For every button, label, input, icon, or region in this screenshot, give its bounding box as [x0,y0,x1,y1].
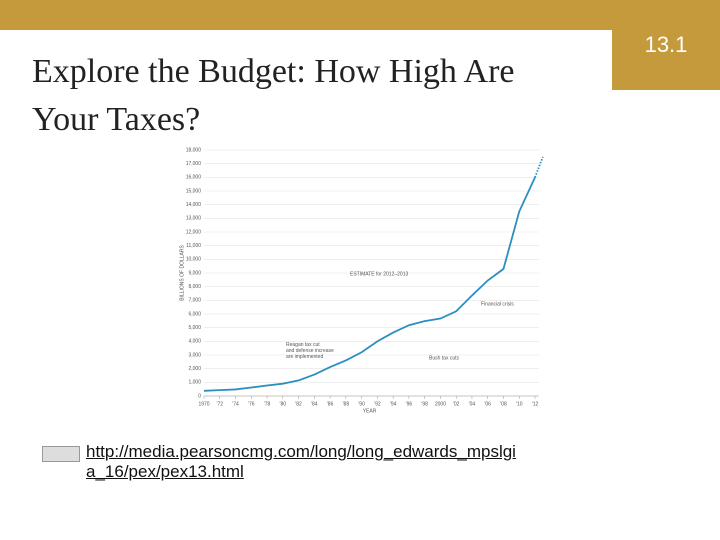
y-tick-label: 16,000 [186,175,202,181]
section-box: 13.1 [612,0,720,90]
x-tick-label: '82 [295,401,302,407]
y-tick-label: 0 [198,393,201,399]
x-tick-label: '72 [216,401,223,407]
y-tick-label: 15,000 [186,188,202,194]
y-tick-label: 17,000 [186,161,202,167]
section-number: 13.1 [644,32,688,57]
x-tick-label: '90 [358,401,365,407]
y-tick-label: 5,000 [188,325,201,331]
top-bar [0,0,720,30]
y-tick-label: 8,000 [188,284,201,290]
y-tick-label: 2,000 [188,366,201,372]
y-tick-label: 6,000 [188,311,201,317]
x-tick-label: '94 [390,401,397,407]
x-tick-label: '08 [500,401,507,407]
slide-title: Explore the Budget: How High Are Your Tax… [32,48,515,144]
y-tick-label: 10,000 [186,257,202,263]
x-tick-label: '74 [232,401,239,407]
x-tick-label: '02 [453,401,460,407]
x-tick-label: '10 [516,401,523,407]
y-tick-label: 7,000 [188,298,201,304]
x-tick-label: 2000 [435,401,446,407]
annotation: Financial crisis [481,301,514,307]
x-tick-label: '84 [311,401,318,407]
x-tick-label: '78 [264,401,271,407]
y-tick-label: 12,000 [186,229,202,235]
title-line: Explore the Budget: How High Are [32,53,515,90]
x-tick-label: '92 [374,401,381,407]
link-line[interactable]: a_16/pex/pex13.html [86,462,244,481]
y-tick-label: 11,000 [186,243,201,249]
x-tick-label: '98 [421,401,428,407]
y-tick-label: 4,000 [188,339,201,345]
x-tick-label: '76 [248,401,255,407]
title-line: Your Taxes? [32,101,201,138]
annotation: Reagan tax cut and defense increase are im… [286,342,334,360]
estimate-line [534,156,544,178]
annotation: ESTIMATE for 2012–2013 [350,271,408,277]
link-line[interactable]: http://media.pearsoncmg.com/long/long_ed… [86,442,516,461]
y-tick-label: 14,000 [186,202,202,208]
annotation: Bush tax cuts [429,355,460,361]
x-tick-label: 1970 [198,401,209,407]
y-tick-label: 18,000 [186,147,202,153]
x-tick-label: '86 [327,401,334,407]
data-line [203,176,536,392]
x-tick-label: '12 [532,401,539,407]
x-axis-label: YEAR [363,408,377,414]
y-tick-label: 13,000 [186,216,202,222]
link[interactable]: http://media.pearsoncmg.com/long/long_ed… [86,442,516,482]
x-tick-label: '80 [280,401,287,407]
link-icon [42,446,80,462]
x-tick-label: '96 [406,401,413,407]
y-tick-label: 3,000 [188,352,201,358]
x-tick-label: '06 [484,401,491,407]
y-tick-label: 9,000 [188,270,201,276]
x-tick-label: '88 [343,401,350,407]
y-axis-label: BILLIONS OF DOLLARS [179,245,185,301]
y-tick-label: 1,000 [188,380,201,386]
x-tick-label: '04 [469,401,476,407]
